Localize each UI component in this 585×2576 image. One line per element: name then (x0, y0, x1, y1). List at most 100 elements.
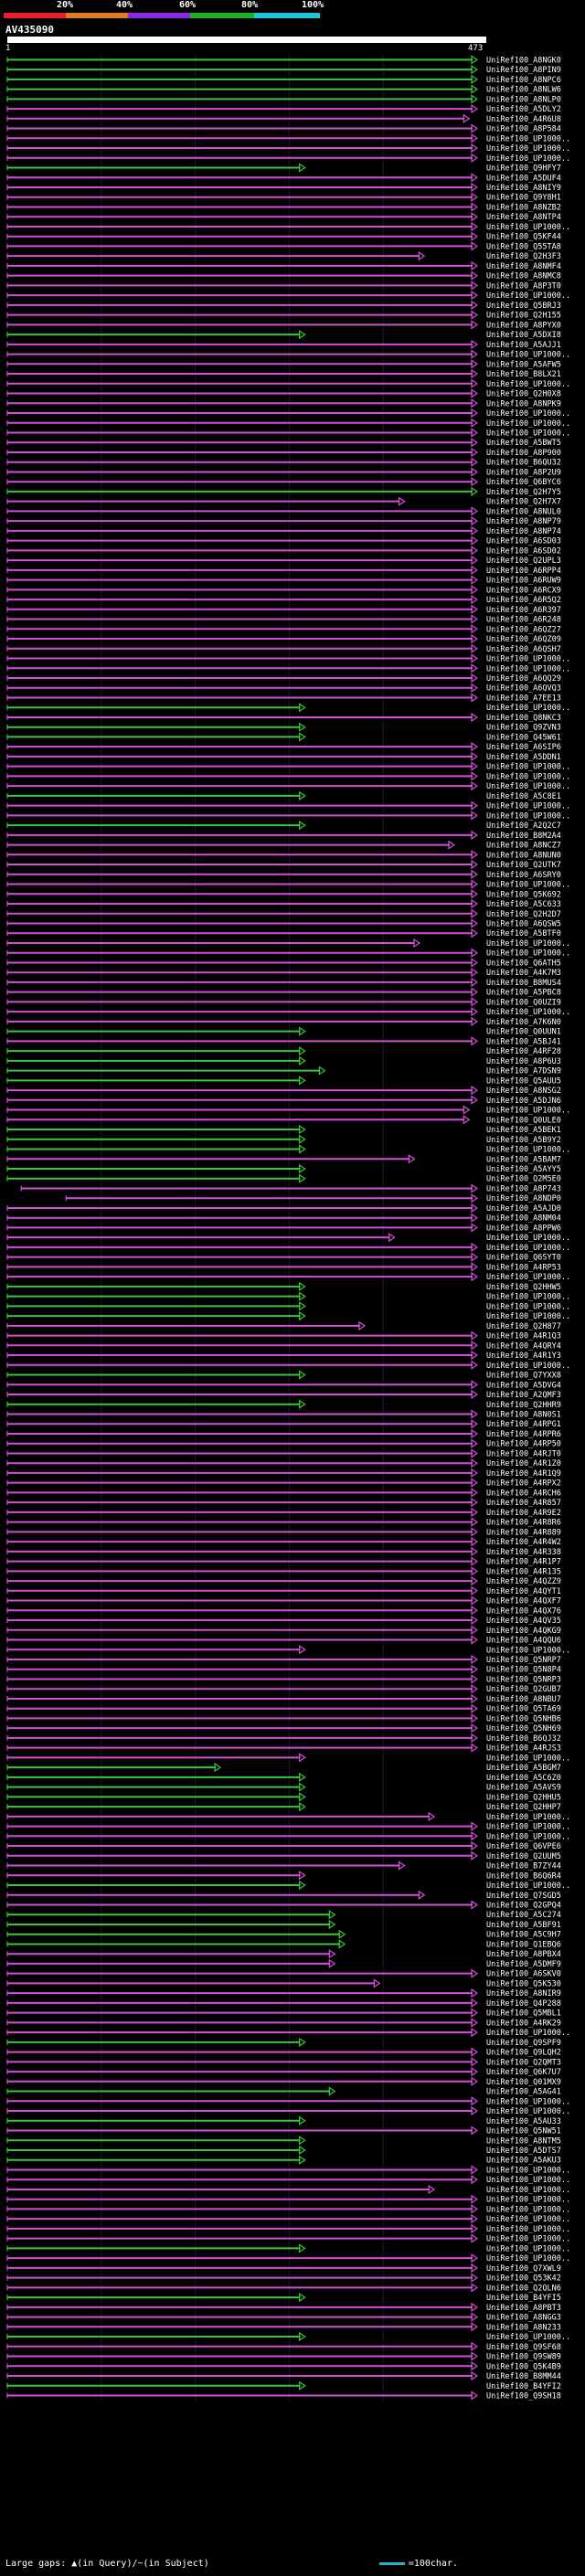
hit-label: UniRef100_UP1000.. (486, 419, 570, 429)
hit-arrow (471, 1595, 479, 1606)
hit-arrow (471, 643, 479, 653)
hit-label: UniRef100_Q5KF44 (486, 233, 561, 242)
hit-arrow (413, 938, 420, 949)
hit-label: UniRef100_A6R5Q2 (486, 596, 561, 605)
hit-label: UniRef100_A8NP79 (486, 517, 561, 526)
hit-arrow (328, 1919, 336, 1930)
hit-label: UniRef100_A8P2U9 (486, 468, 561, 477)
hit-arrow (471, 1458, 479, 1468)
hit-arrow (471, 997, 479, 1007)
hit-label: UniRef100_A6RCX9 (486, 586, 561, 595)
hit-arrow (299, 2380, 306, 2390)
hit-arrow (471, 2253, 479, 2263)
hit-label: UniRef100_A5AU33 (486, 2117, 561, 2126)
hit-arrow (471, 2057, 479, 2067)
scale-label-60: 60% (179, 0, 197, 10)
hit-arrow (471, 2027, 479, 2038)
hit-arrow (471, 1213, 479, 1223)
hit-label: UniRef100_UP1000.. (486, 811, 570, 821)
hit-label: UniRef100_A6QSH7 (486, 645, 561, 654)
hit-arrow (418, 251, 426, 261)
hit-label: UniRef100_UP1000.. (486, 1107, 570, 1116)
hit-label: UniRef100_UP1000.. (486, 292, 570, 301)
hit-label: UniRef100_UP1000.. (486, 1273, 570, 1282)
hit-arrow (471, 2341, 479, 2351)
hit-arrow (471, 1341, 479, 1351)
hit-arrow (471, 742, 479, 752)
hit-label: UniRef100_A4RK29 (486, 2019, 561, 2028)
hit-label: UniRef100_Q5NHB6 (486, 1714, 561, 1723)
hit-label: UniRef100_A8NM04 (486, 1214, 561, 1224)
hit-label: UniRef100_A4RJS3 (486, 1744, 561, 1754)
scale-segment-green (190, 13, 254, 18)
hit-label: UniRef100_A5BGM7 (486, 1764, 561, 1773)
hit-label: UniRef100_UP1000.. (486, 664, 570, 673)
hit-arrow (471, 310, 479, 320)
hit-label: UniRef100_Q6SYT0 (486, 1254, 561, 1263)
hit-label: UniRef100_A8NGG3 (486, 2314, 561, 2323)
hit-label: UniRef100_Q5NH69 (486, 1724, 561, 1733)
hit-label: UniRef100_A8P584 (486, 125, 561, 134)
hit-label: UniRef100_A4R1P7 (486, 1558, 561, 1567)
hit-arrow (471, 673, 479, 684)
hit-label: UniRef100_A5DLY2 (486, 105, 561, 114)
hit-arrow (471, 1203, 479, 1214)
hit-label: UniRef100_UP1000.. (486, 1244, 570, 1253)
hit-arrow (463, 113, 471, 123)
hit-arrow (471, 438, 479, 448)
hit-label: UniRef100_A6SKV0 (486, 1970, 561, 1979)
hit-arrow (471, 1998, 479, 2009)
hit-arrow (471, 2390, 479, 2401)
hit-label: UniRef100_UP1000.. (486, 351, 570, 360)
hit-arrow (214, 1763, 222, 1773)
hit-arrow (299, 1370, 306, 1380)
hit-arrow (471, 850, 479, 860)
hit-label: UniRef100_A4K7M3 (486, 969, 561, 978)
hit-arrow (471, 1360, 479, 1370)
hit-label: UniRef100_A4R338 (486, 1548, 561, 1557)
hit-label: UniRef100_Q6ATH5 (486, 959, 561, 968)
hit-arrow (471, 1350, 479, 1361)
hit-arrow (471, 1674, 479, 1684)
scale-segment-orange (66, 13, 128, 18)
hit-label: UniRef100_UP1000.. (486, 2244, 570, 2253)
hit-label: UniRef100_Q9SPF9 (486, 2039, 561, 2048)
hit-label: UniRef100_UP1000.. (486, 2186, 570, 2195)
hit-arrow (299, 1880, 306, 1891)
footer: Large gaps: ▲(in Query)/~(in Subject) =1… (5, 2559, 458, 2569)
hit-arrow (471, 633, 479, 644)
hit-arrow (471, 594, 479, 605)
hit-label: UniRef100_UP1000.. (486, 2107, 570, 2116)
hit-arrow (471, 231, 479, 241)
hit-label: UniRef100_B8M2A4 (486, 832, 561, 841)
hit-label: UniRef100_A4QX76 (486, 1606, 561, 1616)
hit-arrow (471, 2194, 479, 2204)
hit-arrow (471, 2223, 479, 2234)
hit-arrow (471, 1654, 479, 1665)
hit-label: UniRef100_A5DXI8 (486, 331, 561, 340)
hit-arrow (299, 1144, 306, 1154)
hit-label: UniRef100_A7DSN9 (486, 1067, 561, 1076)
hit-arrow (471, 1193, 479, 1203)
hit-label: UniRef100_A4QKG9 (486, 1627, 561, 1636)
hit-arrow (471, 624, 479, 634)
hit-label: UniRef100_A6QZ27 (486, 625, 561, 634)
hit-label: UniRef100_A8NTM5 (486, 2136, 561, 2146)
hit-label: UniRef100_UP1000.. (486, 949, 570, 959)
hit-arrow (299, 1173, 306, 1183)
hit-label: UniRef100_A8NPC6 (486, 76, 561, 85)
hit-arrow (471, 1036, 479, 1046)
hit-label: UniRef100_UP1000.. (486, 1234, 570, 1243)
hit-label: UniRef100_A4R9E2 (486, 1509, 561, 1518)
identity-color-scale: 20% 40% 60% 80% 100% (0, 0, 585, 20)
hit-arrow (428, 1811, 436, 1821)
hit-arrow (471, 1507, 479, 1518)
hit-label: UniRef100_A6QQ29 (486, 674, 561, 684)
hit-arrow (471, 173, 479, 183)
hit-arrow (471, 133, 479, 143)
hit-arrow (408, 1154, 416, 1164)
hit-arrow (471, 1438, 479, 1448)
hit-label: UniRef100_UP1000.. (486, 763, 570, 772)
hit-label: UniRef100_A4QZZ9 (486, 1577, 561, 1586)
